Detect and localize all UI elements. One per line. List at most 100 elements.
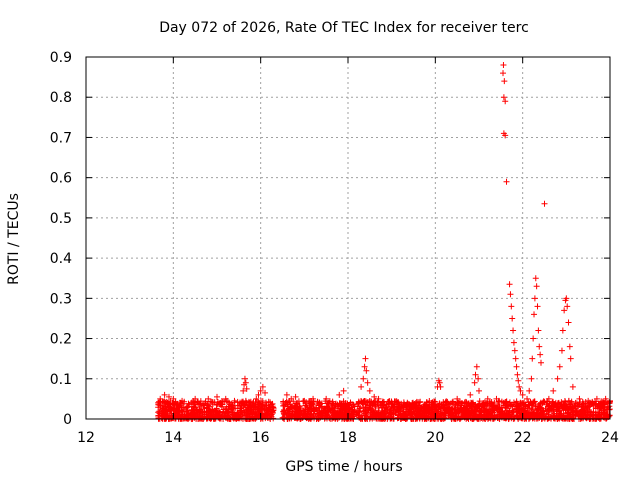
data-point — [475, 375, 482, 382]
band-point — [565, 409, 572, 416]
band-point — [572, 411, 579, 418]
y-tick-label: 0.7 — [50, 130, 72, 146]
band-point — [197, 409, 204, 416]
data-point — [556, 363, 563, 370]
band-point — [584, 411, 591, 418]
band-point — [259, 398, 266, 405]
data-point — [514, 371, 521, 378]
band-point — [350, 401, 357, 408]
band-point — [189, 412, 196, 419]
band-point — [572, 399, 579, 406]
band-point — [228, 406, 235, 413]
band-point — [322, 409, 329, 416]
band-point — [356, 409, 363, 416]
band-point — [532, 403, 539, 410]
band-point — [259, 406, 266, 413]
band-point — [403, 406, 410, 413]
x-tick-label: 22 — [514, 430, 532, 446]
band-point — [402, 402, 409, 409]
data-point — [255, 391, 262, 398]
band-point — [270, 405, 277, 412]
band-point — [251, 402, 258, 409]
band-point — [253, 414, 260, 421]
data-point — [283, 391, 290, 398]
band-point — [289, 408, 296, 415]
data-point — [241, 375, 248, 382]
data-point — [371, 393, 378, 400]
data-point — [509, 315, 516, 322]
band-point — [341, 401, 348, 408]
data-point — [510, 327, 517, 334]
band-point — [263, 411, 270, 418]
band-point — [316, 404, 323, 411]
band-point — [598, 409, 605, 416]
data-point — [536, 343, 543, 350]
data-point — [558, 347, 565, 354]
x-tick-label: 16 — [252, 430, 270, 446]
band-point — [598, 403, 605, 410]
data-point — [240, 387, 247, 394]
band-point — [294, 411, 301, 418]
band-point — [198, 414, 205, 421]
band-point — [396, 412, 403, 419]
band-point — [386, 408, 393, 415]
band-point — [555, 408, 562, 415]
data-point — [259, 383, 266, 390]
band-point — [359, 414, 366, 421]
data-point — [301, 397, 308, 404]
grid-lines — [86, 57, 610, 419]
band-point — [355, 400, 362, 407]
band-point — [174, 401, 181, 408]
band-point — [561, 402, 568, 409]
x-tick-label: 20 — [426, 430, 444, 446]
data-point — [602, 395, 609, 402]
band-point — [475, 401, 482, 408]
band-point — [314, 410, 321, 417]
data-point — [472, 371, 479, 378]
band-point — [339, 401, 346, 408]
band-point — [361, 410, 368, 417]
data-point — [565, 319, 572, 326]
data-point — [532, 275, 539, 282]
band-point — [163, 398, 170, 405]
data-point — [170, 395, 177, 402]
band-point — [203, 413, 210, 420]
band-point — [478, 406, 485, 413]
band-point — [590, 408, 597, 415]
data-point — [537, 351, 544, 358]
band-point — [201, 402, 208, 409]
y-tick-label: 0.2 — [50, 332, 72, 348]
data-point — [576, 395, 583, 402]
data-point — [336, 391, 343, 398]
band-point — [170, 405, 177, 412]
band-point — [482, 407, 489, 414]
band-point — [356, 408, 363, 415]
band-point — [485, 410, 492, 417]
data-point — [500, 62, 507, 69]
band-point — [355, 412, 362, 419]
band-point — [267, 399, 274, 406]
band-point — [308, 408, 315, 415]
band-point — [407, 410, 414, 417]
band-point — [259, 400, 266, 407]
band-point — [443, 398, 450, 405]
y-tick-label: 0.1 — [50, 372, 72, 388]
band-point — [474, 405, 481, 412]
data-point — [161, 391, 168, 398]
band-point — [156, 398, 163, 405]
data-point — [471, 379, 478, 386]
band-point — [437, 412, 444, 419]
data-point — [436, 379, 443, 386]
chart-title: Day 072 of 2026, Rate Of TEC Index for r… — [159, 20, 529, 36]
band-point — [383, 401, 390, 408]
band-point — [206, 403, 213, 410]
band-point — [469, 409, 476, 416]
band-point — [578, 407, 585, 414]
band-point — [302, 411, 309, 418]
band-point — [221, 398, 228, 405]
data-point — [292, 393, 299, 400]
x-axis-label: GPS time / hours — [285, 459, 402, 475]
band-point — [324, 403, 331, 410]
data-point — [517, 387, 524, 394]
